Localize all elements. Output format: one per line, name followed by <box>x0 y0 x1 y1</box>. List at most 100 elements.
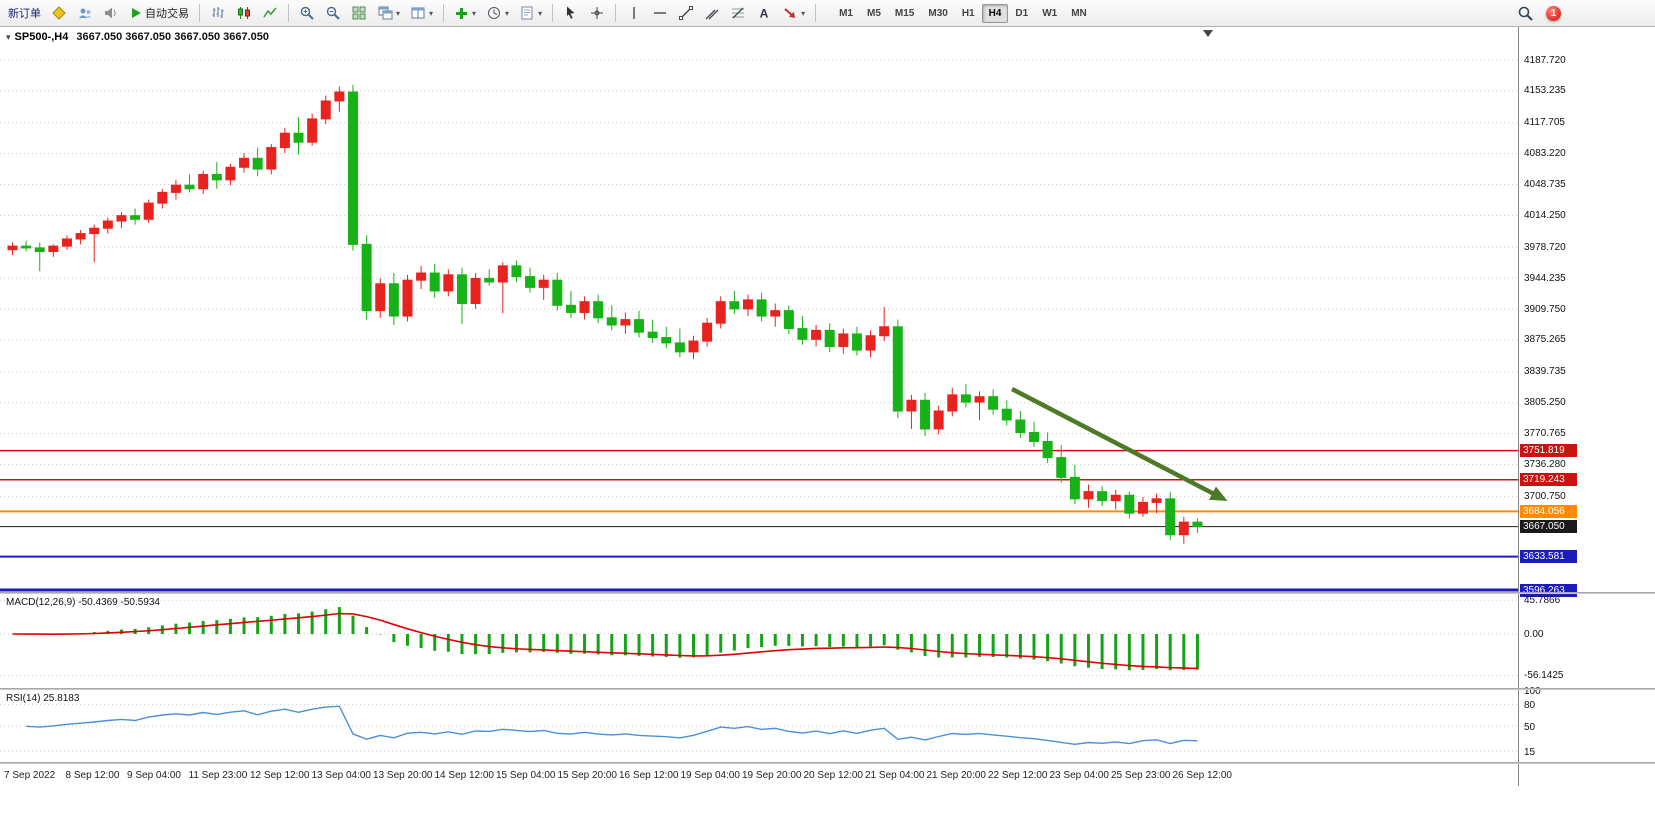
panel-splitter[interactable] <box>0 762 1655 764</box>
time-axis-label: 21 Sep 20:00 <box>926 770 987 781</box>
time-axis-label: 13 Sep 20:00 <box>373 770 433 781</box>
sound-button[interactable] <box>99 3 123 24</box>
period-button[interactable]: ▾ <box>482 3 513 24</box>
timeframe-h1[interactable]: H1 <box>961 7 975 19</box>
indicators-add-button[interactable]: ▾ <box>450 3 480 24</box>
time-axis-label: 25 Sep 23:00 <box>1111 770 1171 781</box>
vertical-line-button[interactable] <box>622 3 646 24</box>
price-tick-label: 80 <box>1524 700 1536 712</box>
tile-windows-button[interactable] <box>347 3 371 24</box>
macd-signal-line <box>12 612 1198 670</box>
panel-splitter[interactable] <box>0 592 1655 594</box>
timeframe-d1[interactable]: D1 <box>1015 7 1029 19</box>
indicators-add-icon <box>456 7 468 19</box>
rsi-panel[interactable] <box>0 690 1518 762</box>
cascade-windows-button[interactable]: ▾ <box>373 3 404 24</box>
bar-chart-icon <box>212 7 224 18</box>
price-tick-label: 4048.735 <box>1524 179 1566 191</box>
price-tick-label: 4153.235 <box>1524 85 1566 97</box>
timeframe-m5[interactable]: M5 <box>867 7 881 19</box>
toolbar-separator <box>815 4 817 22</box>
line-chart-button[interactable] <box>258 3 282 24</box>
trendline-button[interactable] <box>674 3 698 24</box>
timeframe-w1[interactable]: W1 <box>1042 7 1058 19</box>
candlestick-chart-button[interactable] <box>232 3 256 24</box>
price-tick-label: 3875.265 <box>1524 334 1566 346</box>
timeframe-group: M1 M5 M15 M30 H1 H4 D1 W1 MN <box>832 3 1094 23</box>
cascade-windows-icon <box>378 6 393 20</box>
main-toolbar: 新订单 自动交易 <box>0 0 1655 27</box>
new-order-button[interactable]: 新订单 <box>4 3 45 24</box>
one-click-trading-toggle[interactable]: ▾ <box>6 32 11 42</box>
toolbar-separator <box>288 4 289 22</box>
price-level-badge: 3719.243 <box>1520 473 1577 487</box>
candlestick-chart-icon <box>238 7 250 19</box>
time-axis-label: 13 Sep 04:00 <box>311 770 372 781</box>
zoom-out-button[interactable] <box>321 3 345 24</box>
chart-shift-marker <box>1203 30 1213 37</box>
chevron-down-icon: ▾ <box>396 8 401 18</box>
template-button[interactable]: ▾ <box>515 3 546 24</box>
price-tick-label: 0.00 <box>1524 628 1544 640</box>
accounts-icon <box>79 8 92 18</box>
timeframe-m30[interactable]: M30 <box>928 7 948 19</box>
chevron-down-icon: ▾ <box>801 8 806 18</box>
fibonacci-icon <box>732 7 745 19</box>
price-tick-label: 3736.280 <box>1524 459 1566 471</box>
cursor-button[interactable] <box>559 3 583 24</box>
text-tool-button[interactable]: A <box>752 3 776 24</box>
tile-windows-icon <box>352 6 366 20</box>
zoom-in-button[interactable] <box>295 3 319 24</box>
cursor-icon <box>567 6 575 19</box>
symbol-period-label: SP500-,H4 <box>14 31 69 43</box>
notification-badge[interactable]: 1 <box>1546 5 1561 21</box>
price-tick-label: 3805.250 <box>1524 397 1566 409</box>
timeframe-m1[interactable]: M1 <box>839 7 853 19</box>
macd-panel[interactable] <box>0 594 1518 688</box>
autotrading-label: 自动交易 <box>145 8 189 20</box>
price-chart-panel[interactable] <box>0 27 1518 592</box>
bar-chart-button[interactable] <box>206 3 230 24</box>
price-tick-label: 3839.735 <box>1524 366 1566 378</box>
zoom-in-icon <box>300 6 314 20</box>
horizontal-line-button[interactable] <box>648 3 672 24</box>
time-axis-label: 15 Sep 20:00 <box>557 770 618 781</box>
time-axis-label: 19 Sep 20:00 <box>742 770 802 781</box>
line-chart-icon <box>263 7 277 18</box>
fibonacci-button[interactable] <box>726 3 750 24</box>
chart-title: ▾ SP500-,H4 3667.050 3667.050 3667.050 366… <box>6 31 269 43</box>
accounts-button[interactable] <box>73 3 97 24</box>
price-tick-label: 100 <box>1524 686 1541 697</box>
rsi-header: RSI(14) 25.8183 <box>6 693 80 704</box>
price-tick-label: 45.7866 <box>1524 594 1561 606</box>
price-axis[interactable]: 4187.720 4153.235 4117.705 4083.220 4048.735… <box>1518 27 1655 786</box>
toolbar-separator <box>615 4 617 22</box>
price-tick-label: 50 <box>1524 722 1536 733</box>
channel-icon <box>705 9 719 20</box>
trend-arrow-head <box>1208 486 1228 501</box>
arrange-windows-button[interactable]: ▾ <box>406 3 437 24</box>
time-axis-label: 20 Sep 12:00 <box>803 770 864 781</box>
channel-button[interactable] <box>700 3 724 24</box>
price-tick-label: 4014.250 <box>1524 209 1566 221</box>
price-tick-label: 3978.720 <box>1524 241 1566 253</box>
search-button[interactable] <box>1513 3 1538 24</box>
market-icon <box>52 6 66 20</box>
price-tick-label: 4083.220 <box>1524 148 1566 160</box>
arrows-tool-button[interactable]: ▾ <box>778 3 809 24</box>
market-button[interactable] <box>47 3 71 24</box>
panel-splitter[interactable] <box>0 688 1655 690</box>
zoom-out-icon <box>326 6 340 20</box>
timeframe-mn[interactable]: MN <box>1071 7 1087 19</box>
timeframe-m15[interactable]: M15 <box>894 7 915 19</box>
price-tick-label: 15 <box>1524 747 1536 759</box>
autotrading-button[interactable]: 自动交易 <box>125 3 193 24</box>
time-axis[interactable]: 7 Sep 2022 8 Sep 12:00 9 Sep 04:00 11 Sep 2… <box>0 764 1518 786</box>
timeframe-h4[interactable]: H4 <box>981 3 1009 23</box>
price-chart-canvas <box>0 30 1518 592</box>
time-axis-label: 7 Sep 2022 <box>4 770 56 781</box>
sound-icon <box>105 7 116 19</box>
template-icon <box>521 6 533 20</box>
crosshair-button[interactable] <box>585 3 609 24</box>
